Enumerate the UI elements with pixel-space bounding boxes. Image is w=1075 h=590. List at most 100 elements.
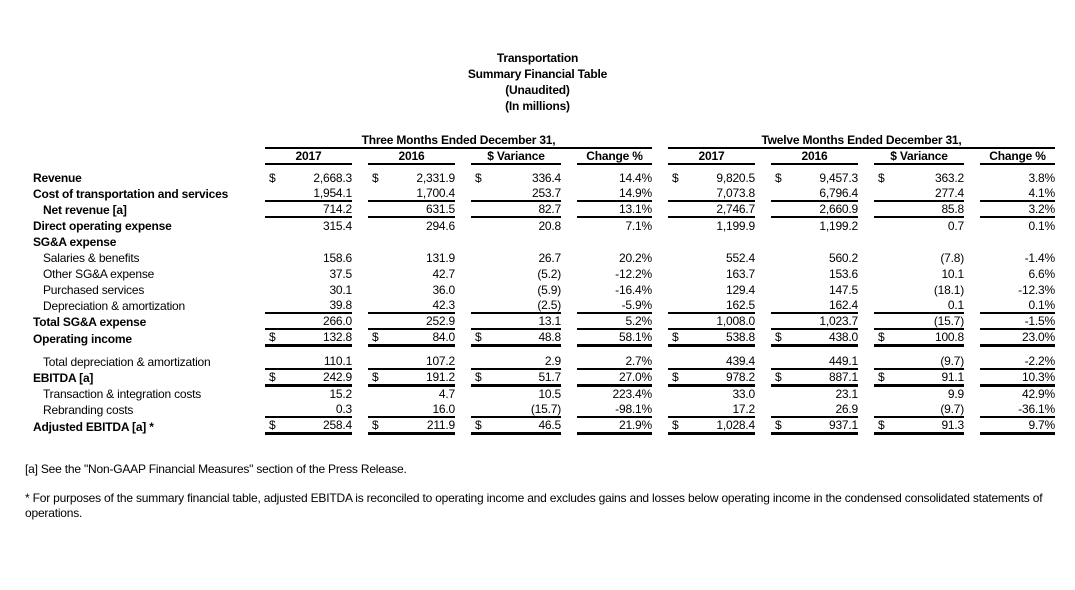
label-gap	[257, 329, 265, 346]
cell-value: 21.9%	[618, 418, 652, 432]
dollar-sign: $	[878, 418, 885, 432]
column-gap	[561, 281, 577, 297]
group-gap	[652, 201, 668, 217]
cell-value: 887.1	[828, 369, 858, 384]
value-cell: (2.5)	[471, 297, 561, 314]
column-gap	[561, 217, 577, 233]
cell-value: 191.2	[425, 369, 455, 384]
value-cell: 2,660.9	[771, 201, 858, 218]
group-gap	[652, 265, 668, 281]
value-cell: 0.1%	[980, 297, 1055, 314]
column-gap	[455, 233, 471, 249]
column-gap	[858, 185, 874, 201]
cell-value: (9.7)	[940, 353, 964, 368]
column-gap	[455, 148, 471, 164]
column-gap	[858, 249, 874, 265]
column-gap	[964, 353, 980, 369]
value-cell: 1,954.1	[265, 185, 352, 202]
value-cell	[471, 233, 561, 249]
cell-value: 1,023.7	[819, 314, 858, 328]
dollar-sign: $	[775, 171, 782, 185]
cell-value: 223.4%	[612, 387, 653, 401]
value-cell	[668, 233, 755, 249]
value-cell: 153.6	[771, 265, 858, 281]
value-cell: 14.4%	[577, 169, 652, 185]
value-cell: 0.7	[874, 217, 964, 233]
cell-value: (2.5)	[537, 298, 561, 312]
column-gap	[561, 313, 577, 329]
label-gap	[257, 353, 265, 369]
column-gap	[561, 329, 577, 346]
cell-value: 4.7	[438, 387, 455, 401]
value-cell: 9.7%	[980, 417, 1055, 435]
value-cell: $538.8	[668, 329, 755, 347]
column-gap	[352, 217, 368, 233]
dollar-sign: $	[372, 369, 379, 384]
label-gap	[257, 265, 265, 281]
value-cell: (5.9)	[471, 281, 561, 297]
column-gap	[561, 148, 577, 164]
value-cell: 10.3%	[980, 368, 1055, 387]
value-cell: $242.9	[265, 368, 352, 387]
value-cell: 147.5	[771, 281, 858, 297]
column-gap	[858, 369, 874, 386]
value-cell: 9.9	[874, 385, 964, 401]
value-cell: 13.1%	[577, 201, 652, 218]
cell-value: 315.4	[322, 219, 352, 233]
label-gap	[257, 281, 265, 297]
value-cell: 23.0%	[980, 329, 1055, 347]
cell-value: 560.2	[828, 251, 858, 265]
column-gap	[561, 401, 577, 417]
cell-value: 5.2%	[625, 314, 652, 328]
cell-value: 82.7	[538, 202, 561, 216]
cell-value: 147.5	[828, 283, 858, 297]
value-cell: -98.1%	[577, 401, 652, 418]
value-cell: $9,457.3	[771, 169, 858, 185]
value-cell: 2.7%	[577, 352, 652, 370]
cell-value: 937.1	[828, 418, 858, 432]
group-gap	[652, 148, 668, 164]
value-cell: 30.1	[265, 281, 352, 297]
column-gap	[561, 265, 577, 281]
value-cell: -1.4%	[980, 249, 1056, 265]
value-cell	[265, 233, 352, 249]
column-gap	[352, 353, 368, 369]
cell-value: -12.3%	[1018, 283, 1055, 297]
group-header-twelve-months: Twelve Months Ended December 31,	[668, 132, 1055, 149]
column-gap	[858, 385, 874, 401]
header-spacer	[257, 132, 265, 148]
cell-value: 14.9%	[618, 186, 652, 200]
cell-value: 2,331.9	[416, 171, 455, 185]
dollar-sign: $	[878, 171, 885, 185]
group-gap	[652, 233, 668, 249]
cell-value: 132.8	[322, 330, 352, 344]
column-gap	[858, 148, 874, 164]
dollar-sign: $	[269, 330, 276, 344]
column-header-2017-twelve-months: 2017	[668, 148, 755, 165]
value-cell: 163.7	[668, 265, 755, 281]
value-cell: 253.7	[471, 185, 561, 202]
value-cell: 17.2	[668, 401, 755, 418]
column-gap	[561, 353, 577, 369]
column-gap	[755, 329, 771, 346]
footnote-non-gaap: [a] See the "Non-GAAP Financial Measures…	[25, 462, 407, 476]
column-gap	[455, 329, 471, 346]
value-cell: 315.4	[265, 217, 352, 233]
column-gap	[858, 265, 874, 281]
cell-value: 30.1	[329, 283, 352, 297]
value-cell: $9,820.5	[668, 169, 755, 185]
cell-value: 336.4	[531, 171, 561, 185]
row-label: Transaction & integration costs	[43, 387, 202, 401]
column-gap	[352, 201, 368, 217]
column-gap	[964, 148, 980, 164]
column-gap	[755, 169, 771, 185]
value-cell: (15.7)	[471, 401, 561, 418]
cell-value: 15.2	[329, 387, 352, 401]
column-gap	[964, 385, 980, 401]
cell-value: 39.8	[329, 298, 352, 312]
value-cell: 5.2%	[577, 313, 652, 330]
column-gap	[755, 265, 771, 281]
row-label: Direct operating expense	[33, 219, 172, 233]
column-gap	[858, 233, 874, 249]
dollar-sign: $	[775, 369, 782, 384]
